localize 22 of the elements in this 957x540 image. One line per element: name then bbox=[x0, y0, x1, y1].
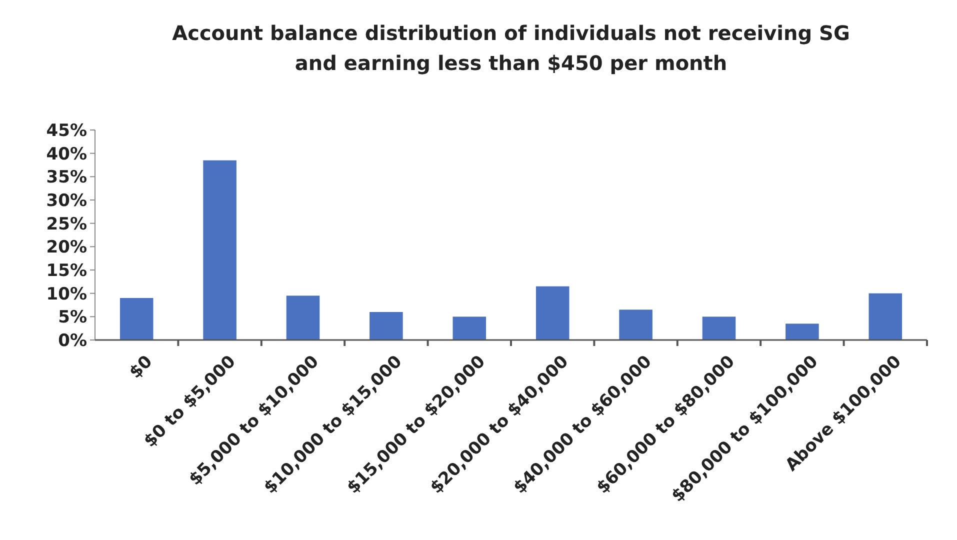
bar bbox=[452, 316, 486, 340]
bar bbox=[203, 160, 236, 340]
y-tick-label: 40% bbox=[46, 144, 87, 164]
bar bbox=[786, 324, 819, 340]
bar bbox=[120, 298, 154, 340]
y-tick-label: 10% bbox=[46, 284, 87, 304]
bar bbox=[536, 286, 570, 340]
bar bbox=[702, 316, 736, 340]
bar bbox=[868, 293, 902, 340]
chart-title: Account balance distribution of individuals not receiving SG and earning less than $450 per month bbox=[172, 21, 850, 75]
y-tick-label: 5% bbox=[58, 308, 87, 328]
y-tick-label: 45% bbox=[46, 120, 87, 141]
y-tick-label: 20% bbox=[46, 238, 87, 258]
y-tick-label: 0% bbox=[58, 330, 87, 351]
y-tick-label: 30% bbox=[46, 190, 87, 211]
x-tick-label: $0 bbox=[126, 352, 157, 383]
bar bbox=[286, 296, 320, 340]
y-tick-label: 35% bbox=[46, 168, 87, 188]
y-tick-label: 25% bbox=[46, 214, 87, 234]
bar bbox=[619, 310, 652, 340]
bar bbox=[370, 312, 403, 340]
y-tick-label: 15% bbox=[46, 260, 87, 281]
